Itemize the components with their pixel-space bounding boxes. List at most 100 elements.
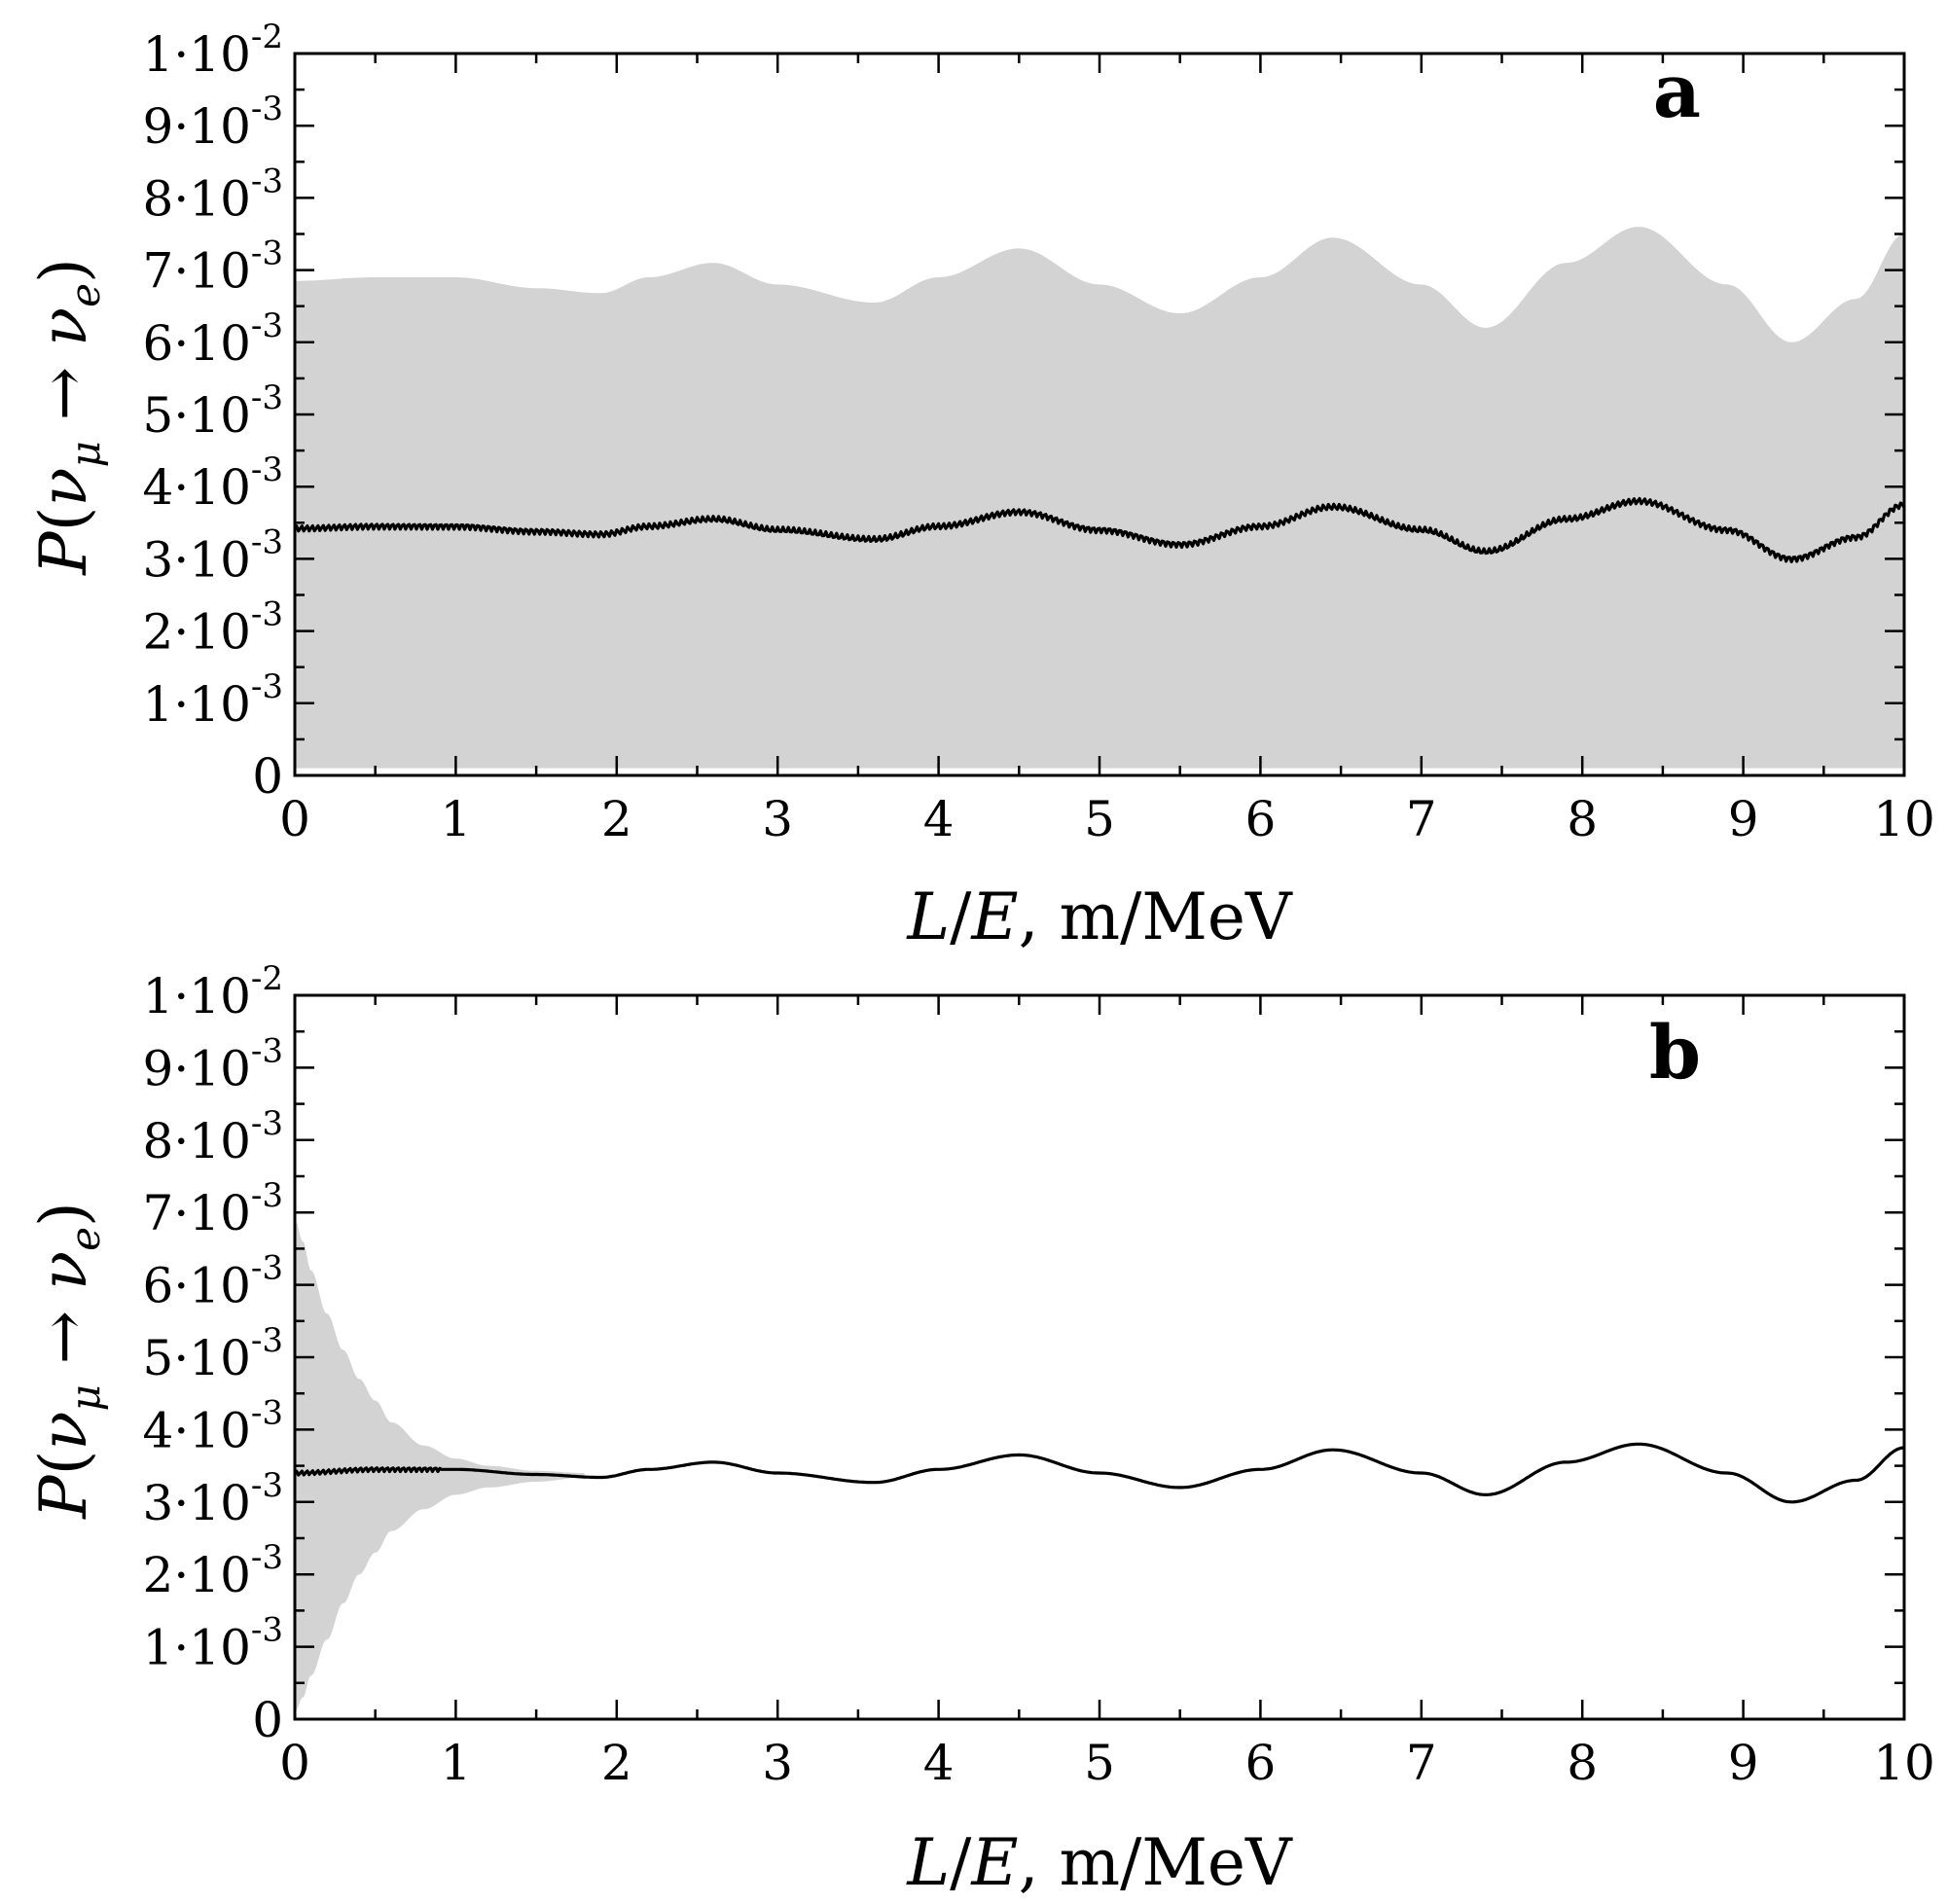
panel-b: 01·10-32·10-33·10-34·10-35·10-36·10-37·1… (26, 959, 1935, 1900)
panel-b-label: b (1649, 1009, 1701, 1096)
panel-a-x-tick-label: 0 (279, 791, 310, 847)
panel-b-curve-line (293, 1442, 1905, 1504)
panel-b-y-tick-exponent: -3 (251, 1538, 283, 1577)
panel-a-y-tick-label: 3·10-3 (143, 522, 283, 588)
panel-a-y-tick-exponent: -3 (251, 522, 283, 561)
panel-b-y-tick-exponent: -2 (251, 959, 283, 998)
panel-b-y-tick-exponent: -3 (251, 1104, 283, 1143)
panel-a-y-tick-exponent: -2 (251, 18, 283, 56)
panel-a-y-tick-labels: 01·10-32·10-33·10-34·10-35·10-36·10-37·1… (143, 18, 283, 805)
panel-a-y-tick-label: 1·10-3 (143, 667, 283, 733)
panel-b-x-axis-label: L/E, m/MeV (906, 1825, 1293, 1899)
panel-a-x-axis-label: L/E, m/MeV (906, 880, 1293, 954)
panel-b-y-tick-exponent: -3 (251, 1249, 283, 1288)
panel-a-y-tick-mantissa: 0 (252, 748, 283, 805)
panel-a-x-axis-label-l: L (906, 880, 950, 954)
panel-b-y-tick-labels: 01·10-32·10-33·10-34·10-35·10-36·10-37·1… (143, 959, 283, 1748)
panel-b-y-tick-label: 2·10-3 (143, 1538, 283, 1603)
panel-a-y-tick-exponent: -3 (251, 162, 283, 200)
panel-b-y-tick-exponent: -3 (251, 1466, 283, 1505)
panel-b-y-tick-exponent: -3 (251, 1031, 283, 1070)
panel-b-y-axis-label-nu2: ν (26, 1251, 101, 1290)
panel-b-y-tick-mantissa: 0 (252, 1692, 283, 1748)
panel-b-y-tick-label: 1·10-2 (143, 959, 283, 1024)
panel-a-label: a (1653, 48, 1701, 134)
panel-a-y-tick-mantissa: 2·10 (143, 604, 251, 661)
panel-a-y-tick-mantissa: 4·10 (143, 459, 251, 516)
panel-b-x-axis-label-l: L (906, 1825, 950, 1899)
panel-b-y-axis-label-open: ( (26, 1451, 101, 1476)
panel-b-frame (293, 993, 1906, 1721)
panel-a-y-axis-label-close: ) (26, 258, 101, 283)
panel-b-y-tick-label: 5·10-3 (143, 1321, 283, 1386)
panel-a-x-tick-labels: 0 1 2 3 4 5 6 7 8 9 10 (279, 791, 1935, 847)
panel-a-x-tick-label: 8 (1567, 791, 1598, 847)
panel-a-x-axis-label-rest: , m/MeV (1019, 880, 1293, 954)
panel-a-y-axis-label-arrow: → (26, 346, 101, 441)
panel-b-plot-frame (293, 993, 1906, 1721)
panel-b-y-tick-exponent: -3 (251, 1176, 283, 1215)
panel-a-y-tick-mantissa: 1·10 (143, 26, 251, 83)
panel-a-x-tick-label: 9 (1728, 791, 1759, 847)
panel-a-y-tick-mantissa: 7·10 (143, 243, 251, 300)
panel-b-x-tick-label: 3 (762, 1735, 793, 1791)
panel-b-y-tick-mantissa: 1·10 (143, 968, 251, 1024)
panel-b-band (295, 1219, 585, 1712)
panel-b-x-tick-label: 0 (279, 1735, 310, 1791)
panel-b-y-tick-exponent: -3 (251, 1393, 283, 1432)
panel-a-y-tick-label: 9·10-3 (143, 90, 283, 155)
panel-a-y-tick-label: 5·10-3 (143, 378, 283, 444)
panel-a-y-axis-label-nu2: ν (26, 307, 101, 346)
panel-b-y-tick-mantissa: 5·10 (143, 1330, 251, 1386)
panel-b-x-tick-label: 1 (440, 1735, 471, 1791)
panel-a-y-tick-label: 4·10-3 (143, 450, 283, 516)
panel-b-y-axis-label-close: ) (26, 1202, 101, 1227)
panel-b-y-axis-label-p: P (26, 1474, 101, 1520)
panel-a-x-tick-label: 3 (762, 791, 793, 847)
panel-a-y-tick-mantissa: 8·10 (143, 170, 251, 227)
panel-a-band-area (295, 227, 1904, 769)
panel-a-ticks (293, 52, 1906, 777)
panel-b-y-tick-mantissa: 6·10 (143, 1258, 251, 1314)
panel-b-curve (293, 1442, 1905, 1504)
panel-b-y-tick-label: 6·10-3 (143, 1249, 283, 1314)
panel-a-y-tick-label: 1·10-2 (143, 18, 283, 83)
panel-b-y-tick-mantissa: 8·10 (143, 1113, 251, 1169)
panel-a: 01·10-32·10-33·10-34·10-35·10-36·10-37·1… (26, 18, 1935, 954)
panel-a-y-tick-mantissa: 5·10 (143, 387, 251, 444)
panel-a-y-tick-exponent: -3 (251, 450, 283, 489)
panel-a-curve-line (293, 496, 1906, 564)
panel-a-y-tick-exponent: -3 (251, 378, 283, 417)
panel-b-y-axis-label: P(νμ → νe) (26, 1202, 109, 1520)
panel-a-y-tick-label: 0 (252, 748, 283, 805)
panel-a-curve (293, 496, 1906, 564)
panel-a-x-axis-label-e: E (970, 880, 1018, 954)
panel-b-x-tick-labels: 0 1 2 3 4 5 6 7 8 9 10 (279, 1735, 1935, 1791)
panel-b-x-axis-label-slash: / (950, 1825, 972, 1899)
panel-a-y-axis-label: P(νμ → νe) (26, 258, 109, 576)
panel-a-x-tick-label: 5 (1084, 791, 1115, 847)
panel-b-y-tick-mantissa: 4·10 (143, 1402, 251, 1458)
panel-a-y-tick-mantissa: 9·10 (143, 98, 251, 155)
panel-a-y-tick-exponent: -3 (251, 234, 283, 273)
panel-b-x-tick-label: 4 (923, 1735, 955, 1791)
panel-a-y-tick-mantissa: 6·10 (143, 315, 251, 372)
panel-b-y-tick-label: 9·10-3 (143, 1031, 283, 1096)
panel-b-y-tick-mantissa: 3·10 (143, 1475, 251, 1531)
panel-a-y-axis-label-nu1: ν (26, 468, 101, 507)
panel-b-ticks (293, 993, 1906, 1721)
panel-a-y-tick-label: 6·10-3 (143, 306, 283, 372)
panel-b-x-tick-label: 8 (1567, 1735, 1598, 1791)
panel-b-y-tick-exponent: -3 (251, 1611, 283, 1650)
panel-b-y-tick-label: 7·10-3 (143, 1176, 283, 1241)
panel-a-y-axis-label-p: P (26, 530, 101, 576)
panel-a-y-tick-label: 7·10-3 (143, 234, 283, 300)
panel-b-x-tick-label: 2 (601, 1735, 632, 1791)
panel-b-band-area (295, 1219, 585, 1712)
panel-a-y-axis-label-open: ( (26, 507, 101, 532)
panel-a-y-axis-label-sub1: μ (61, 441, 109, 467)
panel-a-x-tick-label: 6 (1244, 791, 1276, 847)
panel-b-y-tick-mantissa: 1·10 (143, 1620, 251, 1676)
